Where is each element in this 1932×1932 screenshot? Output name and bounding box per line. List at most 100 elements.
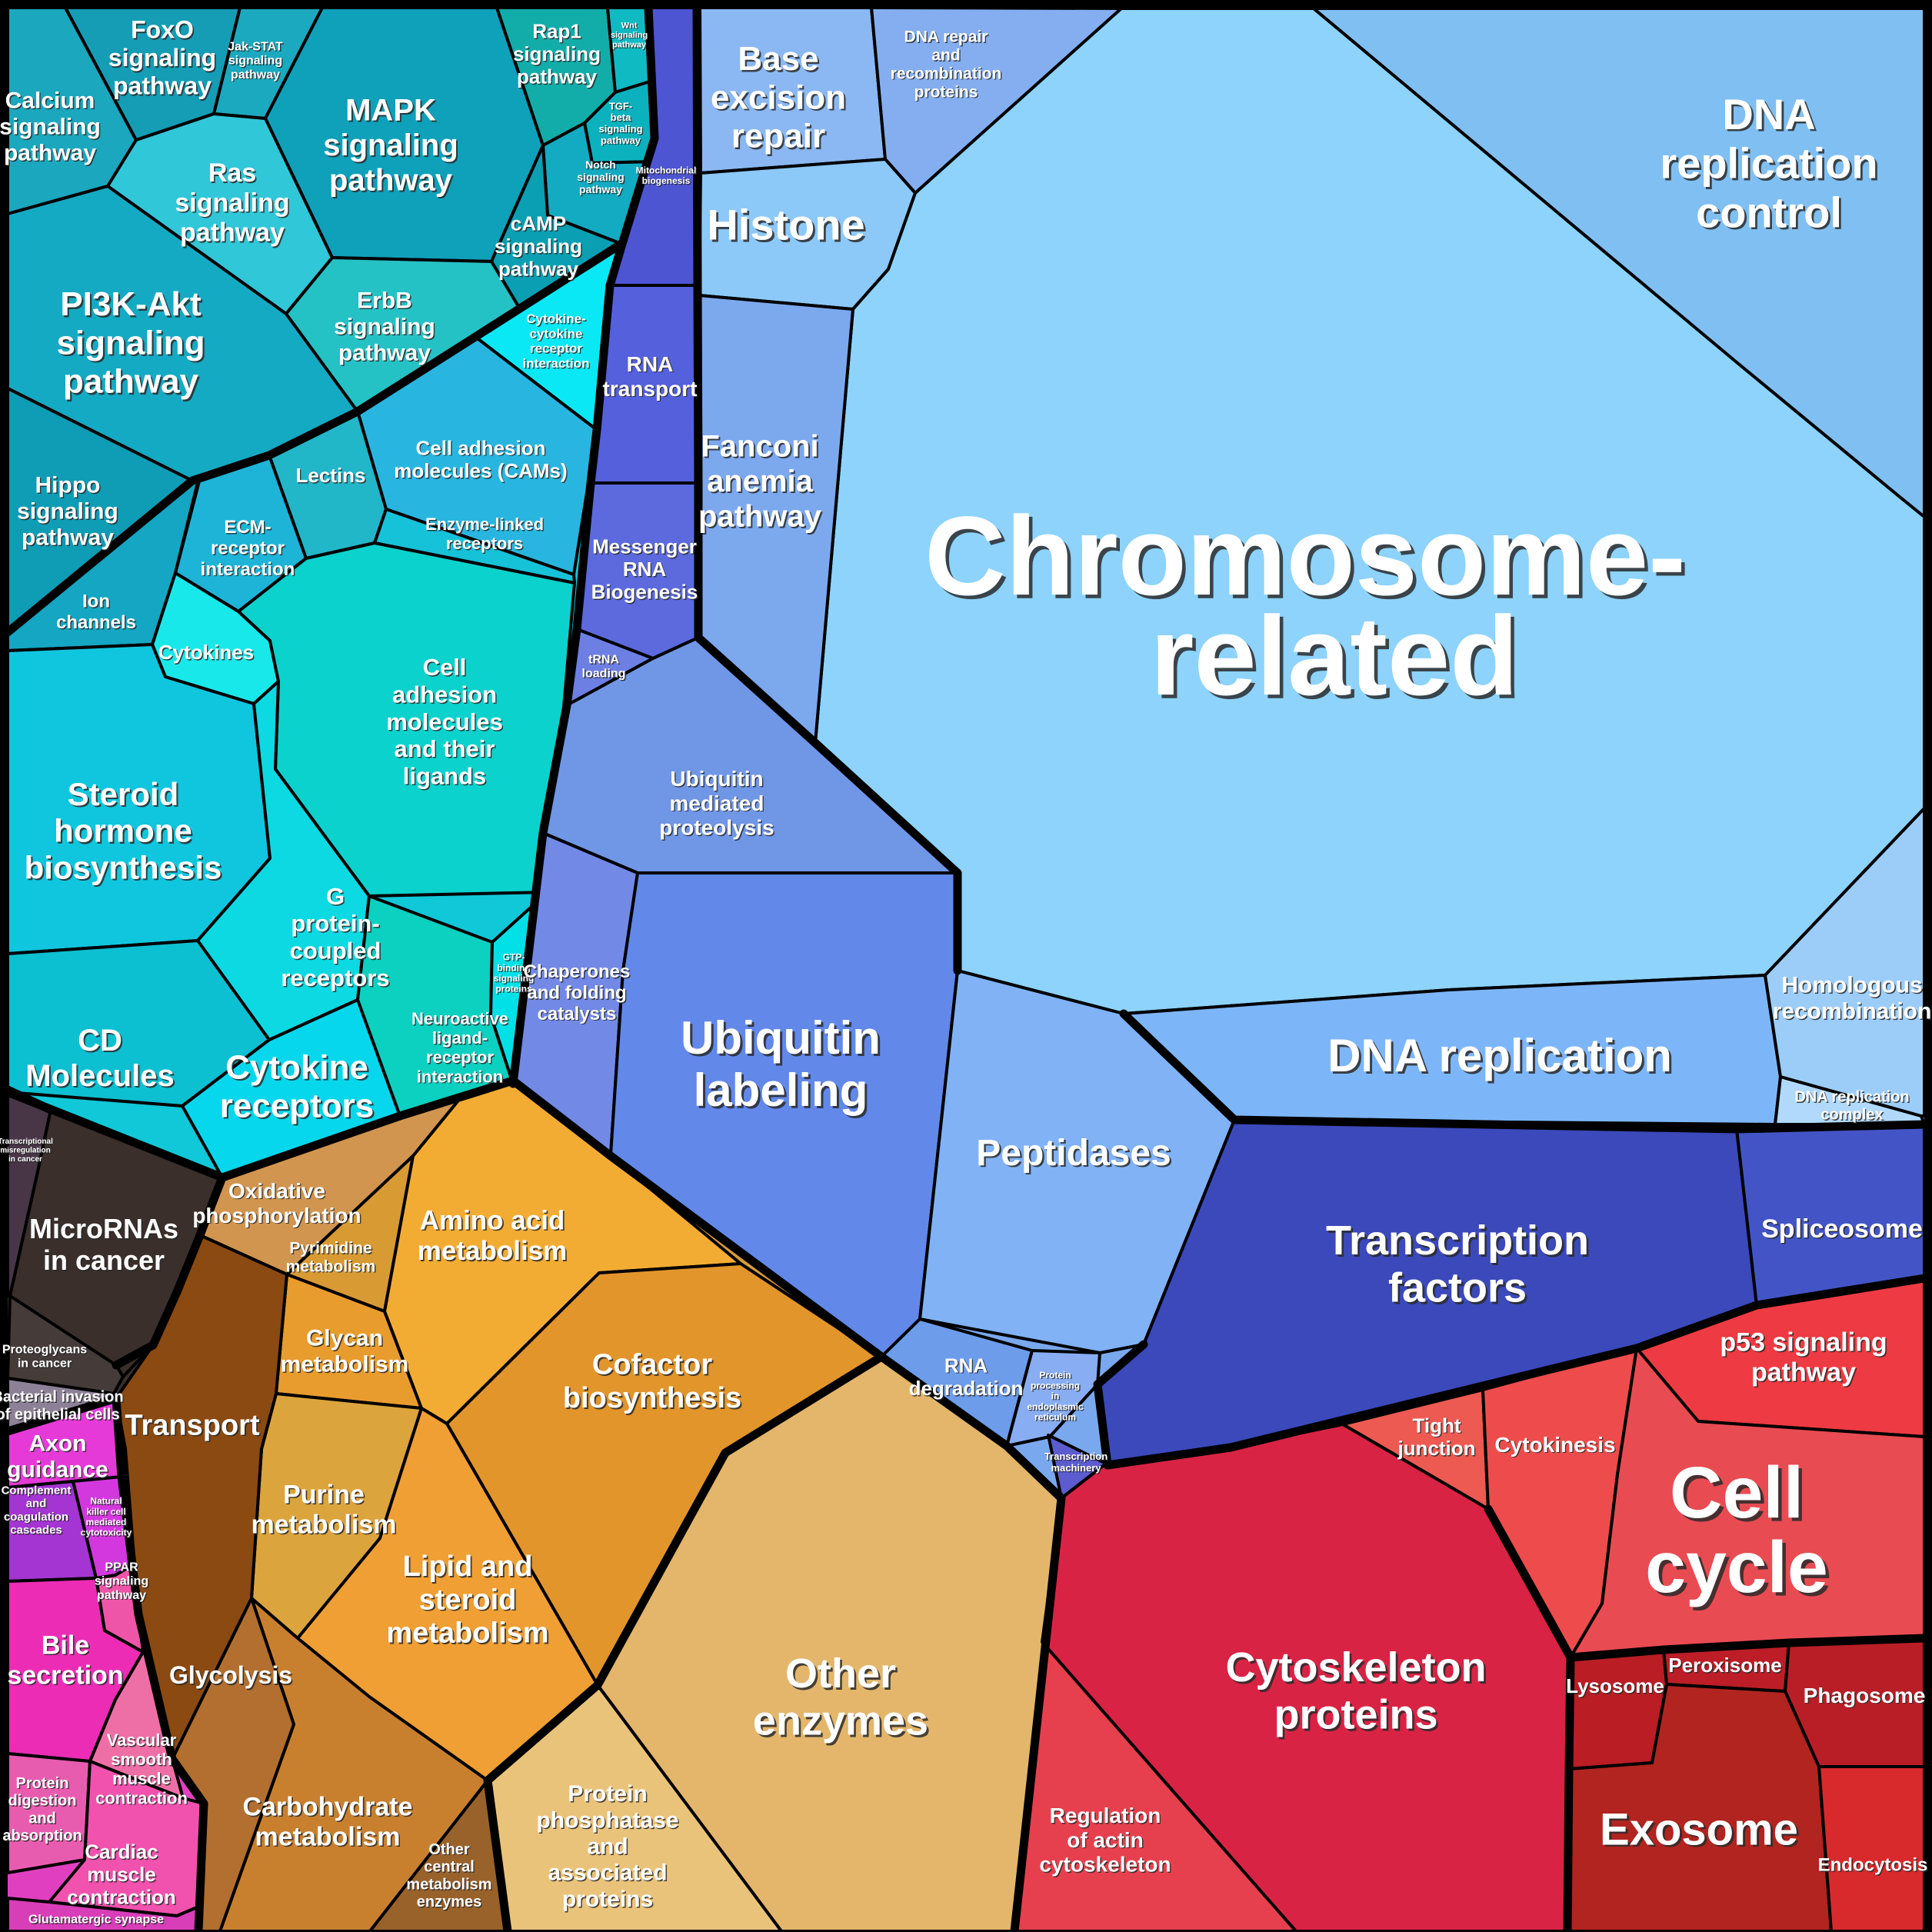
svg-text:Lysosome: Lysosome: [1566, 1674, 1664, 1697]
svg-text:signaling: signaling: [611, 32, 648, 41]
svg-text:signaling: signaling: [577, 171, 624, 183]
svg-text:labeling: labeling: [696, 1067, 871, 1118]
svg-text:metabolism: metabolism: [281, 1353, 410, 1378]
svg-text:biosynthesis: biosynthesis: [25, 850, 222, 886]
svg-text:and: and: [28, 1810, 56, 1827]
svg-text:CD: CD: [78, 1024, 122, 1058]
svg-text:processing: processing: [1031, 1381, 1081, 1392]
svg-text:biogenesis: biogenesis: [643, 176, 691, 187]
svg-text:transport: transport: [603, 377, 698, 401]
svg-text:Vascular: Vascular: [107, 1730, 177, 1750]
svg-text:processing: processing: [1031, 1381, 1080, 1391]
svg-text:hormone: hormone: [55, 814, 194, 851]
svg-text:Exosome: Exosome: [1602, 1807, 1800, 1857]
svg-text:Molecules: Molecules: [25, 1059, 174, 1093]
svg-text:signaling: signaling: [513, 42, 601, 65]
svg-text:Peroxisome: Peroxisome: [1670, 1655, 1783, 1678]
svg-text:PI3K-Akt: PI3K-Akt: [60, 285, 202, 323]
svg-text:Fanconi: Fanconi: [702, 431, 820, 465]
svg-text:contraction: contraction: [67, 1886, 176, 1909]
svg-text:Hippo: Hippo: [35, 472, 101, 498]
svg-text:excision: excision: [711, 78, 846, 116]
svg-text:receptors: receptors: [447, 535, 524, 555]
svg-text:machinery: machinery: [1052, 1463, 1103, 1474]
svg-text:pathway: pathway: [1751, 1357, 1856, 1387]
svg-text:MicroRNAs: MicroRNAs: [31, 1214, 180, 1246]
svg-text:pathway: pathway: [1753, 1359, 1857, 1388]
svg-text:Protein: Protein: [1039, 1370, 1071, 1381]
svg-text:Ubiquitin: Ubiquitin: [671, 768, 764, 791]
svg-text:catalysts: catalysts: [538, 1004, 618, 1025]
svg-text:Pyrimidine: Pyrimidine: [289, 1239, 371, 1257]
svg-text:Rap1: Rap1: [532, 20, 581, 43]
svg-text:in cancer: in cancer: [45, 1246, 166, 1277]
svg-text:Cofactor: Cofactor: [592, 1349, 712, 1381]
svg-text:excision: excision: [712, 81, 848, 118]
svg-text:and: and: [931, 46, 960, 64]
svg-text:mediated: mediated: [87, 1517, 128, 1528]
svg-text:guidance: guidance: [8, 1458, 110, 1484]
svg-text:of actin: of actin: [1068, 1829, 1145, 1853]
svg-text:Histone: Histone: [707, 201, 864, 249]
svg-text:signaling: signaling: [323, 128, 458, 162]
svg-text:DNA replication: DNA replication: [1330, 1032, 1674, 1084]
svg-text:metabolism: metabolism: [388, 1619, 550, 1651]
svg-text:Vascular: Vascular: [108, 1732, 178, 1751]
svg-text:biosynthesis: biosynthesis: [565, 1384, 743, 1416]
svg-text:pathway: pathway: [517, 65, 598, 88]
svg-text:signaling: signaling: [495, 236, 583, 259]
svg-text:mediated: mediated: [671, 792, 765, 816]
svg-text:recombination: recombination: [1773, 999, 1932, 1024]
svg-text:Cofactor: Cofactor: [594, 1351, 714, 1383]
svg-text:Enzyme-linked: Enzyme-linked: [426, 516, 545, 535]
svg-text:pathway: pathway: [22, 525, 114, 551]
svg-text:signaling: signaling: [495, 235, 582, 258]
svg-text:replication: replication: [1662, 141, 1880, 189]
svg-text:ligand-: ligand-: [433, 1030, 488, 1049]
svg-text:contraction: contraction: [68, 1887, 178, 1910]
svg-text:metabolism: metabolism: [281, 1352, 409, 1377]
svg-text:signaling: signaling: [95, 1576, 149, 1589]
svg-text:ECM-: ECM-: [224, 517, 271, 538]
svg-text:CD: CD: [79, 1025, 124, 1059]
svg-text:Natural: Natural: [92, 1497, 123, 1507]
svg-text:Cytokinesis: Cytokinesis: [1494, 1433, 1615, 1457]
svg-text:metabolism: metabolism: [252, 1511, 398, 1541]
svg-text:ErbB: ErbB: [357, 288, 412, 313]
svg-text:reticulum: reticulum: [1035, 1413, 1077, 1424]
svg-text:pathway: pathway: [331, 165, 455, 199]
svg-text:Cell: Cell: [423, 654, 467, 681]
svg-text:loading: loading: [583, 668, 627, 681]
svg-text:biosynthesis: biosynthesis: [563, 1382, 741, 1414]
svg-text:Other: Other: [788, 1653, 898, 1699]
svg-text:GTP-: GTP-: [503, 952, 525, 963]
svg-text:biogenesis: biogenesis: [642, 175, 691, 186]
svg-text:Cell adhesion: Cell adhesion: [417, 438, 547, 461]
svg-text:Other: Other: [785, 1651, 896, 1697]
svg-text:Cytokine-: Cytokine-: [526, 311, 585, 326]
svg-text:Neuroactive: Neuroactive: [412, 1011, 509, 1030]
svg-text:steroid: steroid: [421, 1585, 518, 1617]
svg-text:beta: beta: [611, 113, 633, 125]
svg-text:binding: binding: [498, 964, 531, 974]
svg-text:pathway: pathway: [97, 1589, 146, 1602]
svg-text:phosphatase: phosphatase: [538, 1809, 680, 1834]
svg-text:associated: associated: [548, 1860, 667, 1886]
svg-text:absorption: absorption: [4, 1829, 83, 1846]
svg-text:Cytokine: Cytokine: [225, 1048, 368, 1086]
svg-text:pathway: pathway: [65, 365, 201, 402]
svg-text:enzymes: enzymes: [418, 1895, 483, 1912]
svg-text:molecules (CAMs): molecules (CAMs): [395, 460, 568, 483]
svg-text:pathway: pathway: [113, 72, 212, 100]
svg-text:Glycan: Glycan: [306, 1325, 383, 1351]
svg-text:Wnt: Wnt: [621, 21, 638, 30]
svg-text:pathway: pathway: [601, 135, 642, 147]
svg-text:Axon: Axon: [30, 1432, 88, 1457]
svg-text:binding: binding: [497, 962, 530, 973]
svg-text:hormone: hormone: [54, 813, 192, 849]
svg-text:associated: associated: [549, 1861, 668, 1887]
svg-text:labeling: labeling: [694, 1064, 868, 1116]
svg-text:recombination: recombination: [891, 65, 1002, 82]
svg-text:Wnt: Wnt: [622, 22, 638, 32]
svg-text:Cardiac: Cardiac: [86, 1841, 159, 1864]
